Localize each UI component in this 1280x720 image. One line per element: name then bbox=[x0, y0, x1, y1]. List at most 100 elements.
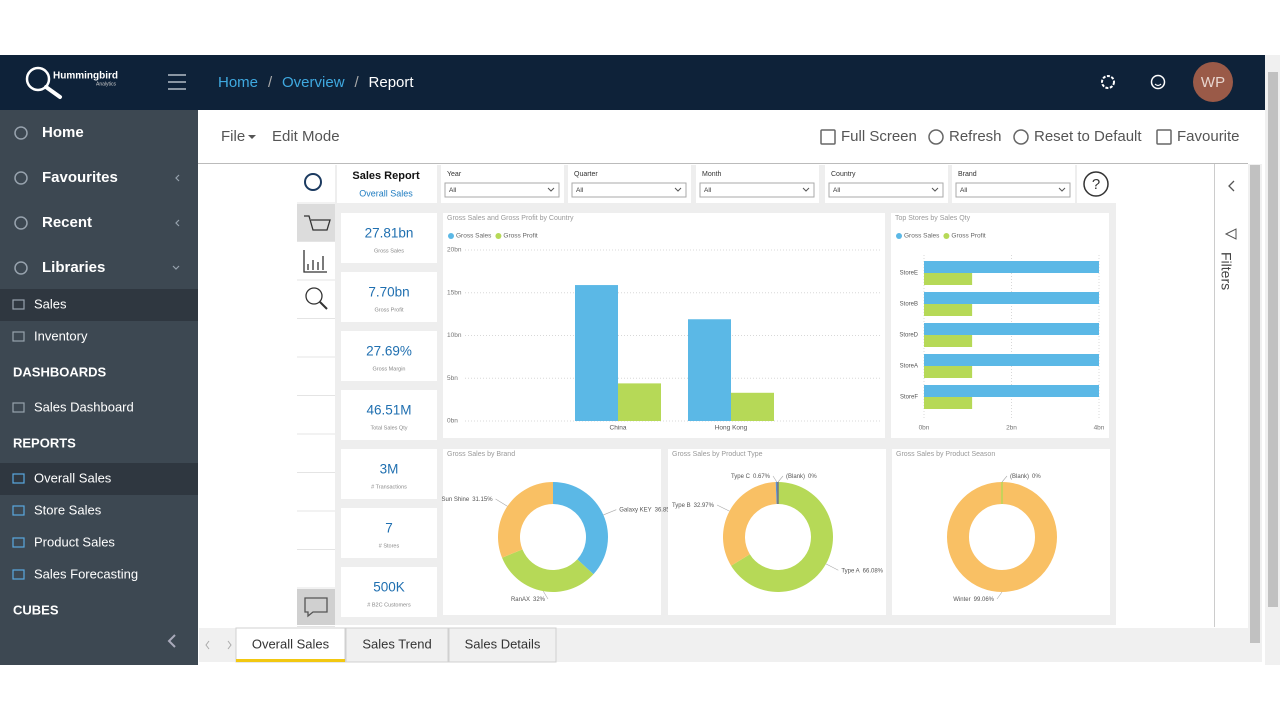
data-label-value: 0% bbox=[1032, 474, 1041, 480]
filter-caret bbox=[1058, 187, 1066, 192]
brand: Hummingbird bbox=[53, 71, 118, 82]
analysis-icon bbox=[305, 287, 323, 305]
filter-value: All bbox=[960, 187, 968, 194]
breadcrumb-item[interactable]: Home bbox=[218, 74, 258, 91]
toolbar-button[interactable]: Full Screen bbox=[841, 128, 917, 145]
tab bbox=[345, 627, 449, 663]
legend-swatch bbox=[896, 233, 902, 239]
kpi-value: 500K bbox=[373, 580, 405, 595]
data-label-value: 32.97% bbox=[694, 503, 715, 509]
nav-item[interactable]: Favourites bbox=[42, 169, 118, 186]
filter-dropdown[interactable] bbox=[699, 182, 815, 198]
title-cell bbox=[337, 165, 437, 203]
data-label-value: 0.67% bbox=[753, 474, 771, 480]
toolbar-button[interactable]: Favourite bbox=[1177, 128, 1240, 145]
filter-dropdown[interactable] bbox=[571, 182, 687, 198]
inner-scrollbar-thumb bbox=[1250, 165, 1260, 643]
breadcrumb-item: Report bbox=[369, 74, 415, 91]
leader-line bbox=[772, 475, 778, 483]
leader-line bbox=[1001, 475, 1008, 483]
nav-sub-item[interactable]: Sales Forecasting bbox=[34, 566, 138, 581]
breadcrumb-item[interactable]: Overview bbox=[282, 74, 345, 91]
toolbar-button[interactable]: Refresh bbox=[949, 128, 1002, 145]
x-tick-label: Hong Kong bbox=[715, 425, 748, 432]
kpi-card bbox=[341, 213, 437, 263]
y-tick-label: 20bn bbox=[447, 247, 462, 254]
toolbar-icon bbox=[1156, 129, 1172, 145]
bar bbox=[688, 319, 731, 421]
tab-active-underline bbox=[236, 659, 345, 662]
nav-icon bbox=[14, 171, 28, 185]
filter-dropdown[interactable] bbox=[444, 182, 560, 198]
leader-line bbox=[716, 504, 730, 512]
nav-sub-item[interactable]: Product Sales bbox=[34, 534, 115, 549]
nav-item[interactable]: Libraries bbox=[42, 259, 105, 276]
nav-sub-icon bbox=[12, 537, 25, 548]
filters-chevron[interactable] bbox=[1228, 180, 1235, 192]
y-tick-label: StoreF bbox=[900, 395, 918, 401]
legend-label: Gross Profit bbox=[503, 233, 538, 240]
bar bbox=[924, 261, 1099, 273]
chart-title: Top Stores by Sales Qty bbox=[895, 215, 971, 222]
kpi-label: Gross Profit bbox=[374, 307, 404, 313]
y-tick-label: StoreA bbox=[900, 364, 918, 370]
filter-dropdown[interactable] bbox=[955, 182, 1071, 198]
avatar-initials: WP bbox=[1201, 74, 1225, 91]
help-circle[interactable] bbox=[1083, 171, 1109, 197]
kpi-value: 46.51M bbox=[366, 403, 411, 418]
donut-slice bbox=[723, 482, 777, 566]
data-label-value: 31.15% bbox=[472, 497, 493, 503]
nav-icon bbox=[14, 126, 28, 140]
filter-dropdown[interactable] bbox=[828, 182, 944, 198]
tab-prev[interactable] bbox=[205, 640, 210, 650]
filter-label: Month bbox=[702, 171, 722, 178]
bar bbox=[924, 304, 973, 316]
nav-chevron bbox=[175, 174, 180, 182]
report-logo bbox=[304, 173, 322, 191]
nav-item[interactable]: Recent bbox=[42, 214, 92, 231]
smiley-icon[interactable] bbox=[1150, 74, 1166, 90]
chart-title: Gross Sales by Product Season bbox=[896, 451, 995, 458]
x-tick-label: 0bn bbox=[919, 425, 930, 432]
comment-cell bbox=[297, 589, 335, 625]
chart-title: Gross Sales and Gross Profit by Country bbox=[447, 215, 574, 222]
toolbar-button[interactable]: Reset to Default bbox=[1034, 128, 1142, 145]
nav-sub-item[interactable]: Overall Sales bbox=[34, 470, 112, 485]
legend-swatch bbox=[943, 233, 950, 239]
x-tick-label: 4bn bbox=[1094, 425, 1105, 432]
bar bbox=[575, 285, 618, 421]
kpi-label: Gross Sales bbox=[374, 248, 404, 254]
nav-item[interactable]: Home bbox=[42, 124, 84, 141]
nav-sub-icon bbox=[12, 505, 25, 516]
nav-sub-item[interactable]: Sales bbox=[34, 296, 67, 311]
toolbar-button[interactable]: Edit Mode bbox=[272, 128, 340, 145]
avatar[interactable] bbox=[1193, 62, 1233, 102]
settings-icon[interactable] bbox=[1101, 75, 1115, 89]
tab-label[interactable]: Sales Details bbox=[465, 636, 541, 651]
report-subtitle[interactable]: Overall Sales bbox=[359, 188, 413, 198]
data-label-value: 99.06% bbox=[974, 597, 995, 603]
nav-sub-item[interactable]: Store Sales bbox=[34, 502, 102, 517]
nav-sub-item[interactable]: Sales Dashboard bbox=[34, 399, 134, 414]
navbar bbox=[0, 55, 1265, 110]
filter-caret bbox=[547, 187, 555, 192]
tab-next[interactable] bbox=[227, 640, 232, 650]
filter-label: Quarter bbox=[574, 171, 598, 178]
kpi-value: 27.81bn bbox=[365, 226, 414, 241]
filter-label: Brand bbox=[958, 171, 977, 178]
collapse-icon[interactable] bbox=[167, 634, 176, 648]
filters-panel-label[interactable]: Filters bbox=[1218, 252, 1234, 290]
nav-sub-icon bbox=[12, 299, 25, 310]
bar bbox=[924, 323, 1099, 335]
comment-icon[interactable] bbox=[304, 597, 328, 618]
brand-sub: Analytics bbox=[96, 81, 117, 87]
nav-sub-item[interactable]: Inventory bbox=[34, 328, 88, 343]
data-label: Type A 66.08% bbox=[841, 568, 883, 574]
bar bbox=[731, 392, 774, 421]
data-label: (Blank) 0% bbox=[786, 474, 817, 480]
tab-label[interactable]: Overall Sales bbox=[252, 636, 330, 651]
tab-label[interactable]: Sales Trend bbox=[362, 636, 431, 651]
toolbar-button[interactable]: File bbox=[221, 128, 245, 145]
y-tick-label: 15bn bbox=[447, 289, 462, 296]
